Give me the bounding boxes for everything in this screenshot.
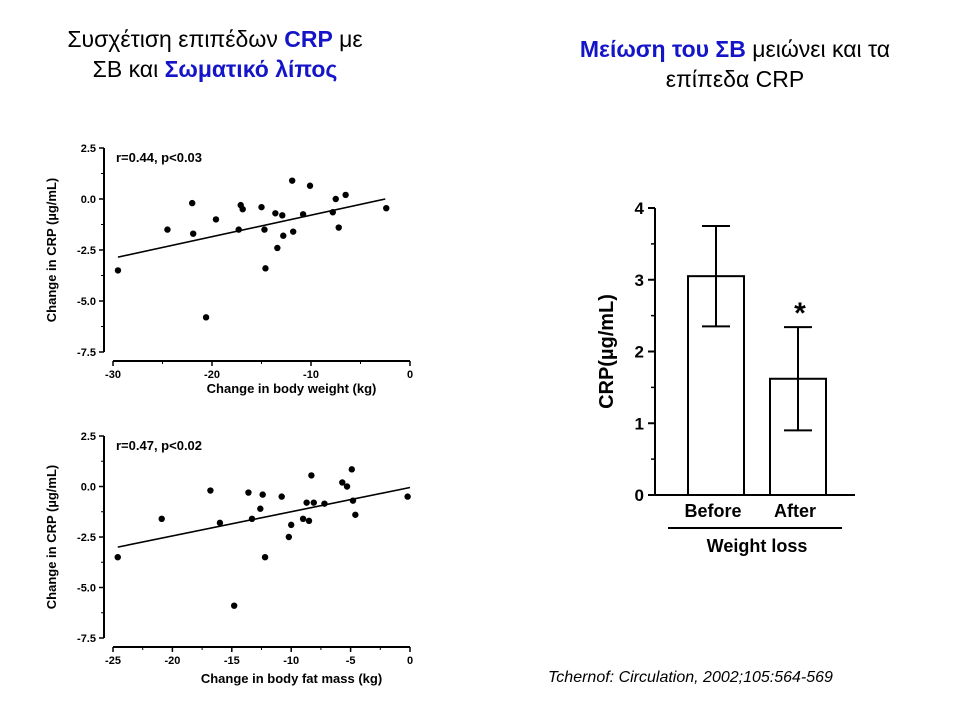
y-tick-label: 2.5 <box>81 431 96 443</box>
significance-marker: * <box>794 297 806 330</box>
data-point <box>308 472 315 479</box>
data-point <box>335 224 342 231</box>
data-point <box>235 226 242 233</box>
x-tick-label: -30 <box>105 369 121 381</box>
data-point <box>189 199 196 207</box>
data-point <box>342 191 349 199</box>
y-tick-label: -2.5 <box>77 532 96 544</box>
group-label: Weight loss <box>707 536 808 556</box>
data-point <box>343 483 351 490</box>
data-point <box>164 226 171 233</box>
x-tick-label: -15 <box>224 655 240 667</box>
data-point <box>299 211 307 218</box>
category-label: After <box>774 501 816 521</box>
correlation-annotation: r=0.47, p<0.02 <box>116 438 202 453</box>
data-point <box>339 479 346 486</box>
citation: Tchernof: Circulation, 2002;105:564-569 <box>548 669 833 686</box>
data-point <box>349 497 357 504</box>
data-point <box>245 489 252 496</box>
regression-line <box>117 486 411 548</box>
data-point <box>239 206 246 213</box>
y-tick-label: -7.5 <box>77 633 96 645</box>
x-tick-label: -20 <box>164 655 180 667</box>
data-point <box>257 505 264 512</box>
y-axis-label: CRP(µg/mL) <box>596 294 618 409</box>
data-point <box>288 177 296 184</box>
data-point <box>348 466 355 473</box>
right-title-weight-loss: Μείωση του ΣΒ <box>579 36 746 62</box>
data-point <box>261 226 268 233</box>
data-point <box>230 602 238 609</box>
y-tick-label: -5.0 <box>77 296 96 308</box>
data-point <box>207 487 214 494</box>
data-point <box>280 232 287 239</box>
data-point <box>285 533 293 541</box>
left-title-body-fat: Σωματικό λίπος <box>164 56 338 82</box>
data-point <box>321 500 328 507</box>
data-point <box>189 230 197 237</box>
data-point <box>114 267 122 274</box>
right-title-part: μειώνει και τα <box>745 36 891 62</box>
x-tick-label: -25 <box>105 655 121 667</box>
y-tick-label: 0 <box>635 486 644 505</box>
data-point <box>305 517 313 525</box>
data-point <box>258 203 265 211</box>
y-tick-label: -7.5 <box>77 347 96 359</box>
left-title-crp: CRP <box>284 26 333 52</box>
data-point <box>212 216 220 223</box>
x-tick-label: -5 <box>346 655 356 667</box>
data-point <box>332 195 339 203</box>
category-label: Before <box>684 501 741 521</box>
y-tick-label: 2.5 <box>81 143 96 155</box>
data-point <box>383 204 390 212</box>
y-axis-label: Change in CRP (µg/mL) <box>44 178 59 322</box>
x-tick-label: -10 <box>303 369 319 381</box>
data-point <box>259 491 266 498</box>
data-point <box>279 212 286 219</box>
data-point <box>303 499 310 506</box>
left-title-part: με <box>332 26 363 52</box>
regression-line <box>117 198 386 258</box>
x-tick-label: -20 <box>204 369 220 381</box>
data-point <box>202 314 210 321</box>
x-tick-label: -10 <box>283 655 299 667</box>
data-point <box>278 493 285 500</box>
right-title: Μείωση του ΣΒ μειώνει και τα επίπεδα CRP <box>520 34 950 94</box>
x-tick-label: 0 <box>407 655 413 667</box>
left-title-part: Συσχέτιση επιπέδων <box>67 26 285 52</box>
data-point <box>114 554 121 561</box>
data-point <box>329 209 336 216</box>
data-point <box>261 554 269 561</box>
x-axis-label: Change in body fat mass (kg) <box>201 671 382 686</box>
correlation-annotation: r=0.44, p<0.03 <box>116 150 202 165</box>
data-point <box>262 265 269 272</box>
y-tick-label: 1 <box>635 414 644 433</box>
x-tick-label: 0 <box>407 369 413 381</box>
data-point <box>404 493 411 500</box>
y-axis-label: Change in CRP (µg/mL) <box>44 465 59 609</box>
y-tick-label: 0.0 <box>81 482 96 494</box>
y-tick-label: 0.0 <box>81 194 96 206</box>
right-title-part: επίπεδα CRP <box>665 66 805 92</box>
data-point <box>158 515 165 523</box>
data-point <box>216 519 224 527</box>
y-tick-label: -5.0 <box>77 583 96 595</box>
data-point <box>288 521 295 529</box>
y-tick-label: 4 <box>635 199 645 218</box>
data-point <box>289 228 297 235</box>
y-tick-label: 2 <box>635 343 644 362</box>
y-tick-label: -2.5 <box>77 245 96 257</box>
data-point <box>310 499 317 506</box>
x-axis-label: Change in body weight (kg) <box>207 381 377 396</box>
data-point <box>272 210 279 217</box>
data-point <box>274 244 281 252</box>
data-point <box>299 515 307 523</box>
left-title: Συσχέτιση επιπέδων CRP με ΣΒ και Σωματικ… <box>15 24 415 84</box>
data-point <box>248 515 256 523</box>
left-title-part: ΣΒ και <box>92 56 165 82</box>
y-tick-label: 3 <box>635 271 644 290</box>
data-point <box>352 511 359 518</box>
data-point <box>306 182 314 189</box>
